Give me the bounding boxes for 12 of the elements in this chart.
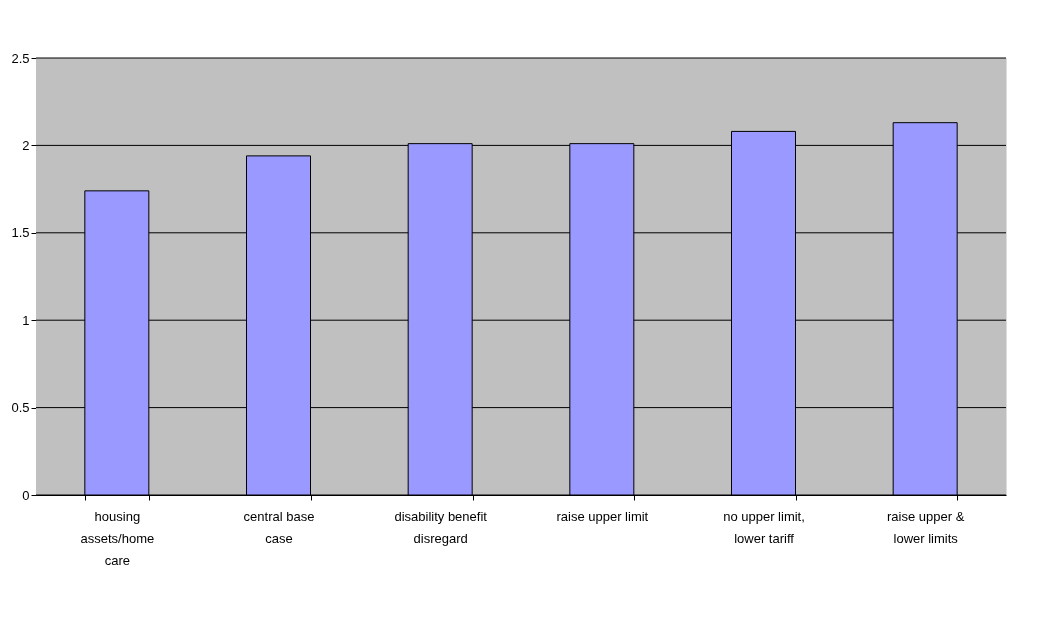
x-tick-label: no upper limit, lower tariff — [723, 508, 805, 546]
x-tick-label: raise upper & lower limits — [887, 508, 965, 546]
x-tick-label: raise upper limit — [556, 508, 649, 524]
x-tick-label: central base case — [243, 508, 315, 546]
y-tick-label: 0.5 — [11, 400, 30, 416]
y-tick-label: 1 — [22, 312, 30, 328]
x-tick-label: disability benefit disregard — [394, 508, 488, 546]
y-tick-label: 1.5 — [11, 225, 30, 241]
y-tick-label: 0 — [22, 487, 30, 503]
y-tick-label: 2 — [22, 137, 30, 153]
x-tick-label: housing assets/home care — [80, 508, 155, 568]
y-tick-label: 2.5 — [11, 50, 30, 66]
